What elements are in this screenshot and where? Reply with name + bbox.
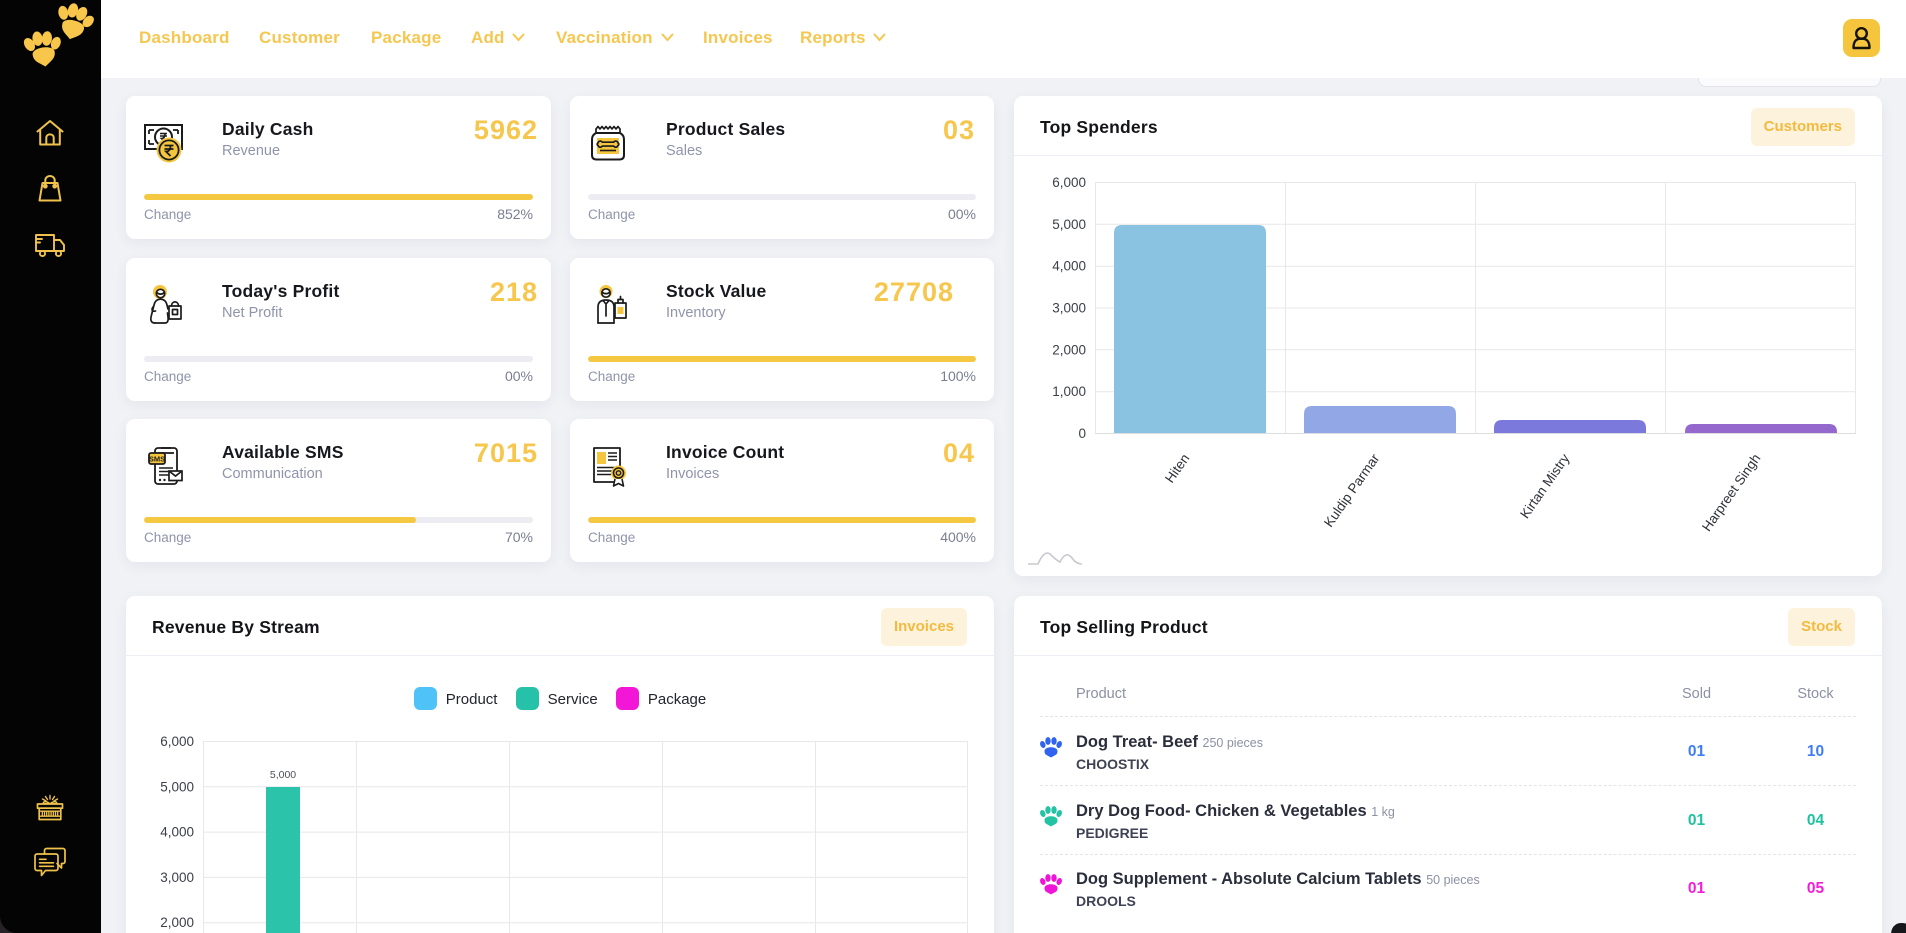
svg-text:Harpreet Singh: Harpreet Singh — [1699, 451, 1763, 534]
svg-text:2,000: 2,000 — [1052, 342, 1086, 357]
svg-text:Kuldip Parmar: Kuldip Parmar — [1321, 451, 1383, 530]
svg-text:4,000: 4,000 — [160, 825, 194, 840]
svg-text:5,000: 5,000 — [1052, 217, 1086, 232]
svg-text:3,000: 3,000 — [160, 870, 194, 885]
svg-text:SMS: SMS — [149, 455, 165, 464]
svg-text:Hiten: Hiten — [1162, 451, 1192, 485]
svg-text:1,000: 1,000 — [1052, 384, 1086, 399]
svg-text:2,000: 2,000 — [160, 915, 194, 930]
svg-text:3,000: 3,000 — [1052, 301, 1086, 316]
svg-text:4,000: 4,000 — [1052, 259, 1086, 274]
svg-text:5,000: 5,000 — [270, 769, 296, 781]
svg-text:6,000: 6,000 — [160, 734, 194, 749]
svg-text:0: 0 — [1078, 426, 1086, 441]
svg-text:Kirtan Mistry: Kirtan Mistry — [1517, 451, 1572, 521]
svg-text:5,000: 5,000 — [160, 779, 194, 794]
svg-text:6,000: 6,000 — [1052, 175, 1086, 190]
